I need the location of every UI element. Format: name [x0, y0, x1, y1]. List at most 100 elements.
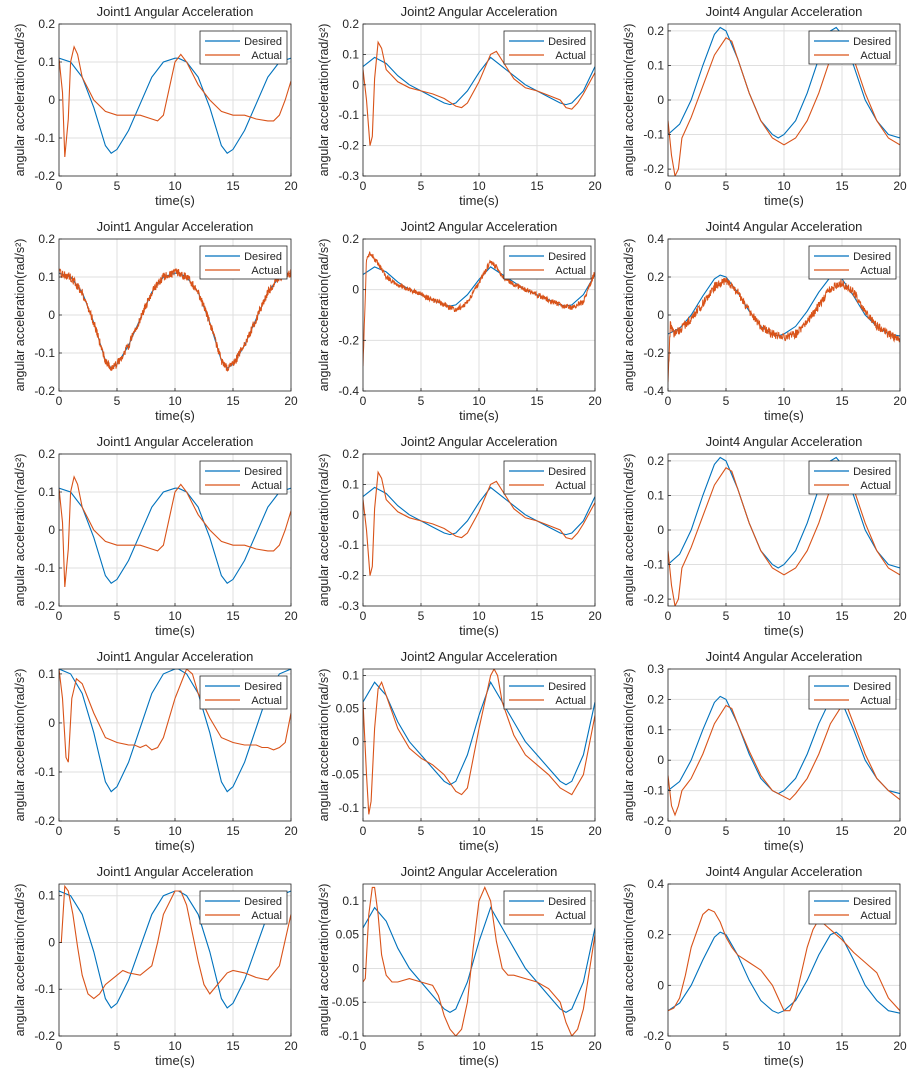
- y-tick-label: 0.4: [647, 232, 664, 246]
- x-tick-label: 0: [360, 179, 367, 193]
- y-tick-label: -0.2: [34, 814, 55, 828]
- y-tick-label: 0.05: [336, 928, 360, 942]
- subplot-14: 0 5 10 15 20 -0.1 -0.05 0 0.05 0.1 Joint2 Angular …: [317, 864, 602, 1068]
- x-axis-label: time(s): [459, 623, 499, 638]
- x-tick-label: 5: [114, 824, 121, 838]
- legend: Desired Actual: [199, 890, 288, 925]
- legend: Desired Actual: [199, 30, 288, 65]
- x-tick-label: 10: [472, 609, 486, 623]
- x-tick-label: 15: [835, 824, 849, 838]
- y-axis-label: angular acceleration(rad/s²): [622, 24, 636, 177]
- x-tick-label: 20: [588, 394, 602, 408]
- x-tick-label: 15: [226, 394, 240, 408]
- y-tick-label: -0.1: [34, 131, 55, 145]
- legend-box: [808, 890, 897, 925]
- y-tick-label: 0.2: [38, 17, 55, 31]
- legend: Desired Actual: [808, 675, 897, 710]
- y-tick-label: -0.1: [34, 982, 55, 996]
- x-tick-label: 10: [472, 824, 486, 838]
- y-tick-label: -0.2: [338, 139, 359, 153]
- x-tick-label: 15: [530, 609, 544, 623]
- y-tick-label: 0: [657, 308, 664, 322]
- legend: Desired Actual: [503, 675, 592, 710]
- series-line-actual: [59, 669, 291, 763]
- subplot-7: 0 5 10 15 20 -0.2 -0.1 0 0.1 0.2 Joint1 Angular Ac…: [13, 434, 298, 638]
- subplot-title: Joint4 Angular Acceleration: [706, 434, 863, 449]
- x-tick-label: 10: [472, 394, 486, 408]
- y-tick-label: -0.2: [643, 346, 664, 360]
- x-tick-label: 0: [56, 1039, 63, 1053]
- y-tick-label: 0.1: [38, 889, 55, 903]
- x-tick-label: 0: [665, 824, 672, 838]
- x-tick-label: 20: [284, 394, 298, 408]
- x-tick-label: 15: [226, 824, 240, 838]
- legend-label-actual: Actual: [860, 50, 891, 62]
- legend-label-desired: Desired: [548, 251, 586, 263]
- x-tick-label: 10: [777, 1039, 791, 1053]
- y-tick-label: 0.3: [647, 662, 664, 676]
- x-tick-label: 10: [472, 179, 486, 193]
- y-tick-label: -0.1: [643, 784, 664, 798]
- x-tick-label: 15: [835, 609, 849, 623]
- subplot-title: Joint2 Angular Acceleration: [401, 864, 558, 879]
- legend: Desired Actual: [199, 675, 288, 710]
- subplot-5: 0 5 10 15 20 -0.4 -0.2 0 0.2 Joint2 Angular Accel…: [317, 219, 602, 423]
- legend-box: [199, 890, 288, 925]
- subplot-10: 0 5 10 15 20 -0.2 -0.1 0 0.1 Joint1 Angular Accel…: [13, 649, 298, 853]
- x-tick-label: 20: [588, 179, 602, 193]
- legend-box: [199, 245, 288, 280]
- x-tick-label: 10: [168, 1039, 182, 1053]
- y-tick-label: -0.2: [34, 169, 55, 183]
- y-tick-label: 0.2: [647, 692, 664, 706]
- legend-box: [808, 460, 897, 495]
- x-tick-label: 5: [418, 824, 425, 838]
- legend-label-desired: Desired: [244, 36, 282, 48]
- y-tick-label: -0.05: [332, 995, 360, 1009]
- y-tick-label: 0: [352, 283, 359, 297]
- x-axis-label: time(s): [764, 1053, 804, 1068]
- y-tick-label: -0.2: [338, 333, 359, 347]
- x-axis-label: time(s): [155, 408, 195, 423]
- x-tick-label: 10: [777, 394, 791, 408]
- series-line-actual: [59, 267, 291, 372]
- x-tick-label: 15: [530, 824, 544, 838]
- subplot-13: 0 5 10 15 20 -0.2 -0.1 0 0.1 Joint1 Angular Accel…: [13, 864, 298, 1068]
- subplot-title: Joint4 Angular Acceleration: [706, 864, 863, 879]
- series-line-actual: [363, 40, 595, 146]
- y-tick-label: 0.2: [647, 454, 664, 468]
- y-axis-label: angular acceleration(rad/s²): [622, 239, 636, 392]
- legend-label-desired: Desired: [853, 36, 891, 48]
- x-tick-label: 10: [777, 824, 791, 838]
- legend-label-desired: Desired: [853, 466, 891, 478]
- legend-label-desired: Desired: [244, 251, 282, 263]
- legend-box: [503, 460, 592, 495]
- legend-label-desired: Desired: [853, 896, 891, 908]
- series-line-actual: [363, 251, 595, 367]
- y-tick-label: -0.1: [338, 538, 359, 552]
- series-line-actual: [363, 886, 595, 1036]
- y-tick-label: -0.4: [338, 384, 359, 398]
- x-tick-label: 20: [893, 1039, 907, 1053]
- x-tick-label: 5: [723, 609, 730, 623]
- series-line-desired: [668, 456, 900, 569]
- legend-label-desired: Desired: [548, 466, 586, 478]
- y-tick-label: 0.2: [342, 17, 359, 31]
- y-axis-label: angular acceleration(rad/s²): [13, 239, 27, 392]
- y-axis-label: angular acceleration(rad/s²): [622, 884, 636, 1037]
- x-tick-label: 15: [530, 1039, 544, 1053]
- subplot-11: 0 5 10 15 20 -0.1 -0.05 0 0.05 0.1 Joint2 Angular …: [317, 649, 602, 853]
- y-tick-label: -0.1: [34, 765, 55, 779]
- subplot-8: 0 5 10 15 20 -0.3 -0.2 -0.1 0 0.1 0.2 Joint2 Angula…: [317, 434, 602, 638]
- series-line-actual: [363, 470, 595, 576]
- subplot-title: Joint4 Angular Acceleration: [706, 649, 863, 664]
- y-tick-label: -0.3: [338, 599, 359, 613]
- x-tick-label: 20: [588, 609, 602, 623]
- y-tick-label: 0.2: [647, 928, 664, 942]
- y-tick-label: 0.1: [38, 55, 55, 69]
- x-axis-label: time(s): [155, 838, 195, 853]
- x-tick-label: 20: [284, 824, 298, 838]
- legend-label-desired: Desired: [853, 251, 891, 263]
- x-tick-label: 5: [114, 394, 121, 408]
- y-tick-label: 0: [352, 961, 359, 975]
- y-tick-label: 0.4: [647, 877, 664, 891]
